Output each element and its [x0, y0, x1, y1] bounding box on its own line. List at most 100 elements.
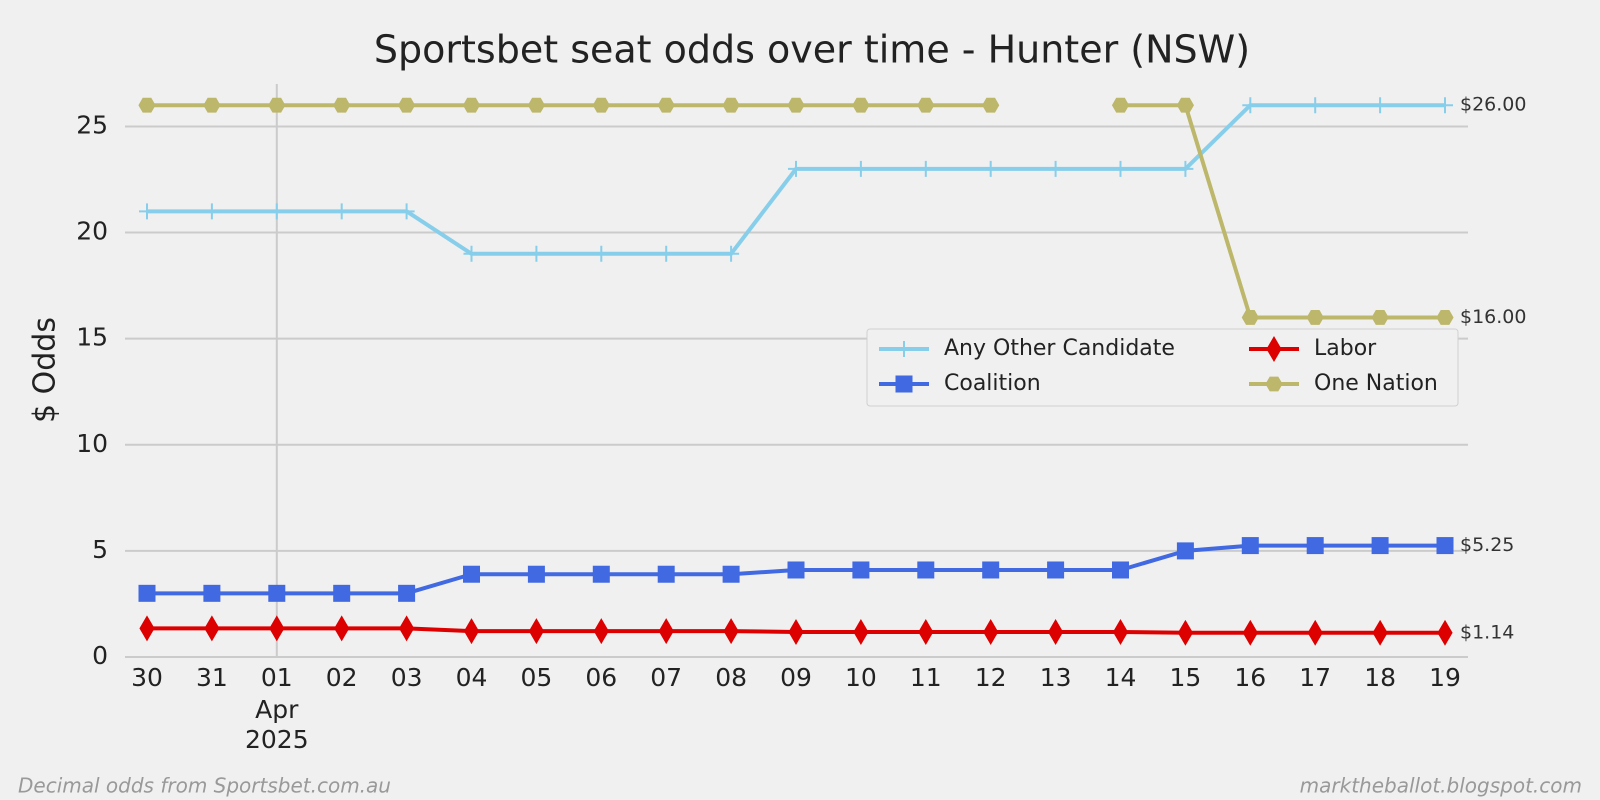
y-tick-label: 15 [76, 323, 108, 352]
legend-label: Coalition [944, 371, 1041, 396]
marker [1112, 160, 1129, 177]
marker [1112, 561, 1129, 579]
x-tick-label: 13 [1040, 663, 1072, 692]
x-tick-label: 15 [1169, 663, 1201, 692]
marker [463, 618, 480, 645]
marker [1372, 619, 1388, 646]
y-tick-label: 10 [76, 429, 108, 458]
marker [982, 97, 1000, 113]
marker [204, 615, 220, 642]
x-tick-label: 18 [1364, 663, 1396, 692]
marker [918, 618, 934, 645]
marker [1112, 618, 1129, 645]
marker [1177, 619, 1193, 646]
marker [1436, 310, 1454, 325]
marker [982, 561, 1000, 579]
x-tick-label: 02 [326, 663, 358, 692]
marker [269, 615, 285, 642]
legend-box [866, 328, 1459, 407]
marker [895, 375, 913, 393]
marker [1048, 618, 1064, 645]
marker [334, 615, 350, 642]
marker [853, 618, 869, 645]
marker [527, 97, 545, 113]
marker [1242, 97, 1259, 114]
x-tick-label: 17 [1299, 663, 1331, 692]
marker [528, 245, 545, 262]
end-label: $16.00 [1460, 306, 1526, 328]
legend-label: One Nation [1314, 371, 1438, 396]
x-tick-label: 05 [520, 663, 552, 692]
y-axis-label: $ Odds [28, 317, 63, 423]
y-tick-label: 20 [76, 217, 108, 246]
marker [1047, 561, 1065, 579]
marker [1242, 619, 1258, 646]
marker [1306, 310, 1324, 325]
marker [203, 584, 221, 602]
marker [852, 97, 870, 113]
marker [268, 203, 285, 220]
legend-label: Labor [1314, 336, 1377, 361]
x-tick-label: 14 [1105, 663, 1137, 692]
marker [723, 618, 739, 645]
marker [203, 97, 221, 113]
y-tick-label: 0 [92, 641, 108, 670]
marker [1266, 336, 1282, 362]
x-tick-label: 06 [585, 663, 617, 692]
marker [528, 618, 544, 645]
marker [462, 97, 481, 113]
x-tick-label: 10 [845, 663, 877, 692]
end-label: $1.14 [1460, 621, 1514, 643]
marker [657, 565, 675, 583]
series-line [147, 103, 1445, 256]
x-tick-label: 30 [131, 663, 163, 692]
marker [852, 160, 869, 177]
marker [398, 203, 415, 220]
x-tick-label: 11 [910, 663, 942, 692]
marker [1307, 97, 1324, 114]
marker [723, 245, 740, 262]
marker [463, 245, 480, 262]
marker [333, 97, 351, 113]
marker [852, 561, 870, 579]
marker [268, 97, 286, 113]
marker [983, 618, 999, 645]
marker [138, 584, 156, 602]
end-label: $5.25 [1460, 534, 1514, 556]
marker [139, 203, 155, 220]
end-label: $26.00 [1460, 94, 1526, 116]
marker [463, 565, 480, 583]
legend: Any Other Candidate Coalition Labor One Nat… [866, 328, 1459, 407]
marker [1437, 619, 1453, 646]
x-tick-label: 12 [975, 663, 1007, 692]
marker [1372, 97, 1389, 114]
marker [593, 245, 610, 262]
marker [787, 561, 805, 579]
x-tick-label: 03 [391, 663, 423, 692]
y-tick-label: 5 [92, 535, 108, 564]
marker [203, 203, 220, 220]
marker [1177, 160, 1194, 177]
y-tick-label: 25 [76, 110, 108, 139]
marker [333, 584, 351, 602]
marker [917, 97, 935, 113]
marker [1307, 619, 1323, 646]
x-tick-label: 08 [715, 663, 747, 692]
marker [788, 618, 804, 645]
marker [1176, 542, 1194, 560]
marker [917, 561, 935, 579]
marker [1371, 310, 1389, 325]
x-tick-label: 04 [456, 663, 488, 692]
marker [722, 565, 740, 583]
marker [1371, 537, 1389, 555]
marker [1111, 97, 1130, 113]
marker [1047, 160, 1064, 177]
marker [658, 245, 675, 262]
marker [1241, 537, 1259, 555]
marker [398, 584, 416, 602]
x-tick-label: 19 [1429, 663, 1461, 692]
marker [1436, 537, 1454, 555]
marker [398, 97, 416, 113]
